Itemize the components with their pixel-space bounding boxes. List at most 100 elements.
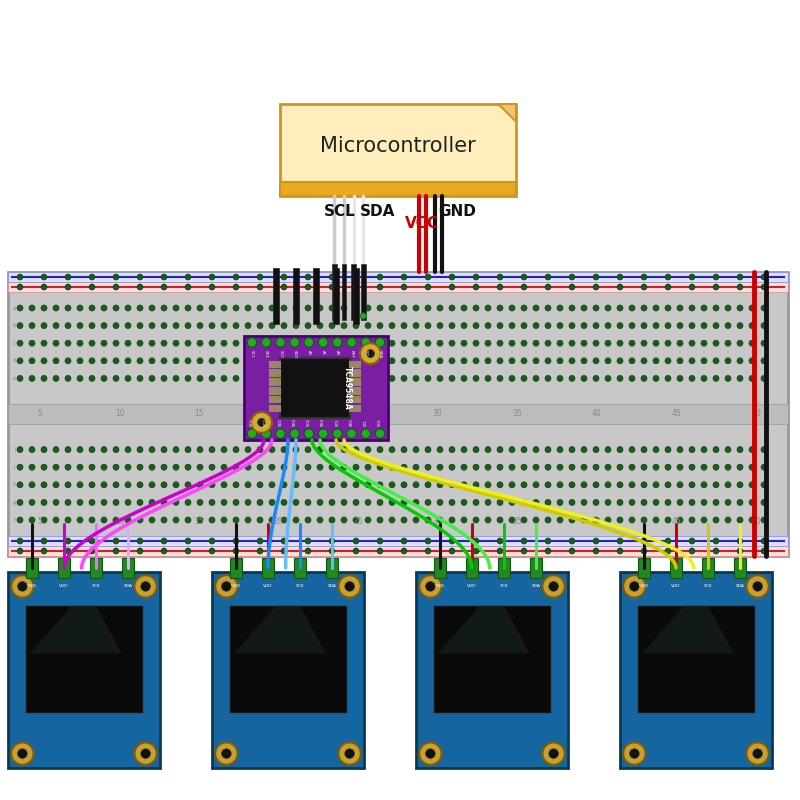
Circle shape <box>17 499 23 506</box>
Bar <box>498 558 510 578</box>
Bar <box>244 336 388 440</box>
Circle shape <box>353 482 359 488</box>
Circle shape <box>497 464 503 470</box>
Circle shape <box>209 274 215 280</box>
Circle shape <box>17 517 23 523</box>
Circle shape <box>425 446 431 453</box>
Circle shape <box>137 548 143 554</box>
Circle shape <box>413 340 419 346</box>
Bar <box>702 558 714 578</box>
Circle shape <box>449 375 455 382</box>
Circle shape <box>605 499 611 506</box>
Text: a: a <box>13 306 16 310</box>
Circle shape <box>753 582 762 591</box>
Circle shape <box>353 340 359 346</box>
Circle shape <box>17 305 23 311</box>
Bar <box>26 558 38 578</box>
Circle shape <box>233 499 239 506</box>
Circle shape <box>653 340 659 346</box>
Circle shape <box>545 499 551 506</box>
Text: SDA: SDA <box>378 350 382 358</box>
Circle shape <box>137 305 143 311</box>
Circle shape <box>581 322 587 329</box>
Circle shape <box>473 358 479 364</box>
Circle shape <box>437 517 443 523</box>
Text: 5: 5 <box>38 518 42 526</box>
Circle shape <box>437 446 443 453</box>
Circle shape <box>461 517 467 523</box>
Circle shape <box>281 499 287 506</box>
Circle shape <box>401 464 407 470</box>
Circle shape <box>521 482 527 488</box>
Circle shape <box>746 742 769 765</box>
Circle shape <box>545 548 551 554</box>
Circle shape <box>737 517 743 523</box>
Circle shape <box>276 338 286 347</box>
Circle shape <box>305 446 311 453</box>
Circle shape <box>593 358 599 364</box>
Circle shape <box>653 358 659 364</box>
Text: SD2: SD2 <box>278 418 282 426</box>
Circle shape <box>329 446 335 453</box>
Circle shape <box>293 305 299 311</box>
Circle shape <box>173 499 179 506</box>
Circle shape <box>473 446 479 453</box>
Circle shape <box>761 446 767 453</box>
Circle shape <box>449 482 455 488</box>
Circle shape <box>425 284 431 290</box>
Circle shape <box>630 749 639 758</box>
Circle shape <box>761 464 767 470</box>
Circle shape <box>293 322 299 329</box>
Circle shape <box>89 517 95 523</box>
Circle shape <box>497 482 503 488</box>
Circle shape <box>353 446 359 453</box>
Circle shape <box>761 358 767 364</box>
Polygon shape <box>498 104 516 122</box>
Circle shape <box>317 358 323 364</box>
Circle shape <box>338 575 361 598</box>
Circle shape <box>629 358 635 364</box>
Circle shape <box>281 482 287 488</box>
Circle shape <box>725 358 731 364</box>
Circle shape <box>497 305 503 311</box>
Text: 25: 25 <box>354 410 363 418</box>
Text: SD0: SD0 <box>293 350 297 358</box>
Text: VDD: VDD <box>59 584 69 589</box>
Circle shape <box>533 499 539 506</box>
Circle shape <box>41 274 47 280</box>
Circle shape <box>233 548 239 554</box>
Circle shape <box>101 340 107 346</box>
Circle shape <box>449 274 455 280</box>
Circle shape <box>497 548 503 554</box>
Circle shape <box>701 322 707 329</box>
Circle shape <box>329 340 335 346</box>
Circle shape <box>761 340 767 346</box>
Circle shape <box>761 482 767 488</box>
Circle shape <box>593 284 599 290</box>
Text: GND: GND <box>438 205 477 219</box>
Circle shape <box>161 538 167 544</box>
Circle shape <box>725 499 731 506</box>
Text: RST: RST <box>350 350 354 358</box>
Circle shape <box>629 375 635 382</box>
Circle shape <box>197 305 203 311</box>
Circle shape <box>449 548 455 554</box>
Circle shape <box>233 322 239 329</box>
Text: GND: GND <box>639 584 649 589</box>
Circle shape <box>161 499 167 506</box>
Circle shape <box>629 482 635 488</box>
Circle shape <box>401 517 407 523</box>
Circle shape <box>569 482 575 488</box>
Circle shape <box>341 340 347 346</box>
Circle shape <box>689 274 695 280</box>
Circle shape <box>341 375 347 382</box>
Circle shape <box>449 284 455 290</box>
Circle shape <box>185 340 191 346</box>
Circle shape <box>305 464 311 470</box>
Bar <box>270 406 280 411</box>
Circle shape <box>665 499 671 506</box>
Circle shape <box>134 742 157 765</box>
Circle shape <box>623 742 646 765</box>
Circle shape <box>749 375 755 382</box>
Text: SD4: SD4 <box>321 418 325 426</box>
